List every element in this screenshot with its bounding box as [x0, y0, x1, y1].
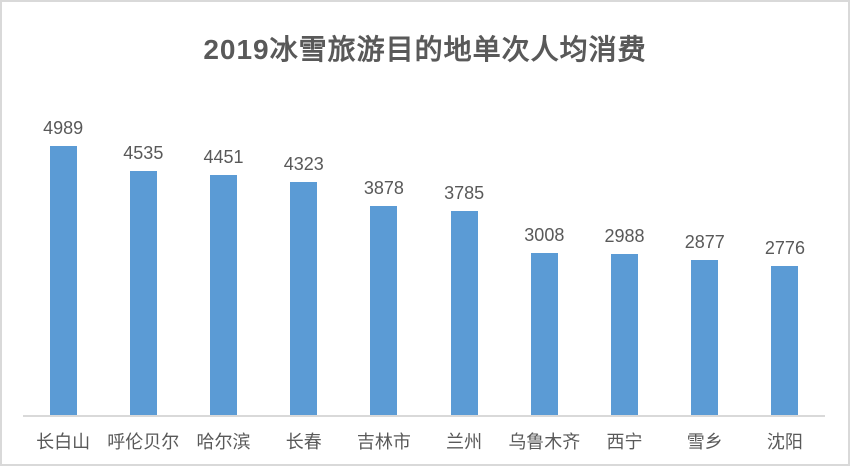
bar-column: 4323 — [264, 92, 344, 415]
bar-value-label: 2877 — [684, 232, 725, 252]
bar-value-label: 4323 — [283, 154, 324, 174]
category-label: 沈阳 — [766, 432, 803, 452]
bar-column: 3785 — [424, 92, 504, 415]
category-label: 吉林市 — [356, 432, 411, 452]
bar-column: 4989 — [23, 92, 103, 415]
bar-value-label: 4451 — [203, 147, 244, 167]
category-label: 呼伦贝尔 — [107, 432, 180, 452]
category-label: 兰州 — [446, 432, 483, 452]
bar — [370, 206, 398, 415]
bar — [450, 211, 478, 415]
bar — [290, 182, 318, 415]
bar-value-label: 3785 — [444, 183, 485, 203]
bar-value-label: 2988 — [604, 226, 645, 246]
bar-column: 2776 — [745, 92, 825, 415]
bar — [49, 146, 77, 415]
bar-value-label: 3878 — [363, 178, 404, 198]
bar-column: 4535 — [103, 92, 183, 415]
bar-column: 2988 — [584, 92, 664, 415]
x-axis-line — [23, 415, 825, 417]
category-label: 雪乡 — [686, 432, 723, 452]
category-label: 哈尔滨 — [196, 432, 251, 452]
chart-title: 2019冰雪旅游目的地单次人均消费 — [203, 34, 647, 65]
bar-value-label: 3008 — [524, 225, 565, 245]
bar — [129, 171, 157, 415]
category-label: 乌鲁木齐 — [508, 432, 581, 452]
bar-column: 3878 — [344, 92, 424, 415]
bar — [530, 253, 558, 415]
bar-value-label: 4535 — [123, 143, 164, 163]
category-label: 长白山 — [36, 432, 91, 452]
bar-value-label: 4989 — [43, 118, 84, 138]
bar-column: 4451 — [183, 92, 263, 415]
bar — [691, 260, 719, 415]
category-label: 西宁 — [606, 432, 643, 452]
bar-column: 2877 — [665, 92, 745, 415]
bar — [771, 266, 799, 415]
category-label: 长春 — [285, 432, 322, 452]
bar — [210, 175, 237, 415]
plot-area: 4989 4535 4451 4323 3878 3785 3008 2988 2877 2776 — [23, 92, 825, 415]
bar — [611, 254, 639, 415]
bar-column: 3008 — [504, 92, 584, 415]
category-axis: 长白山 呼伦贝尔 哈尔滨 长春 吉林市 兰州 乌鲁木齐 西宁 雪乡 沈阳 — [23, 428, 825, 454]
bar-value-label: 2776 — [764, 238, 805, 258]
